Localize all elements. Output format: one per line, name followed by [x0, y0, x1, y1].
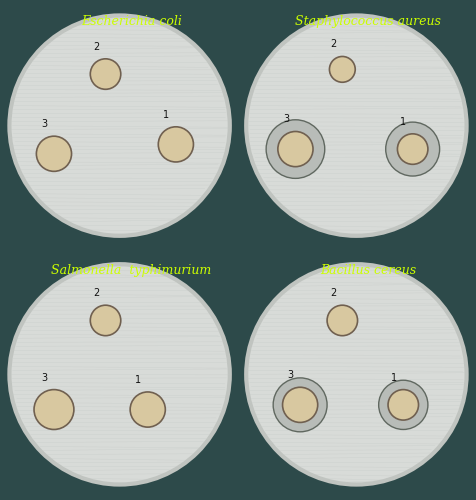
Circle shape	[266, 120, 325, 178]
Text: 3: 3	[41, 372, 48, 382]
Text: 1: 1	[400, 117, 407, 127]
Circle shape	[388, 390, 418, 420]
Circle shape	[329, 56, 355, 82]
Text: 2: 2	[330, 40, 336, 50]
Text: 2: 2	[330, 288, 336, 298]
Circle shape	[379, 380, 428, 430]
Text: 2: 2	[93, 42, 99, 52]
Circle shape	[246, 264, 466, 484]
Circle shape	[159, 127, 193, 162]
Circle shape	[283, 388, 317, 422]
Circle shape	[386, 122, 440, 176]
Circle shape	[397, 134, 428, 164]
Text: 3: 3	[283, 114, 289, 124]
Text: Bacillus cereus: Bacillus cereus	[320, 264, 416, 277]
Circle shape	[246, 16, 466, 236]
Text: Escherichia coli: Escherichia coli	[81, 16, 182, 28]
Circle shape	[273, 378, 327, 432]
Circle shape	[90, 305, 121, 336]
Circle shape	[10, 16, 230, 236]
Text: 3: 3	[41, 119, 48, 129]
Circle shape	[130, 392, 165, 427]
Circle shape	[90, 59, 121, 90]
Circle shape	[327, 305, 357, 336]
Text: 1: 1	[163, 110, 169, 120]
Circle shape	[36, 136, 71, 172]
Text: 1: 1	[391, 372, 397, 382]
Circle shape	[278, 132, 313, 166]
Text: Staphylococcus aureus: Staphylococcus aureus	[295, 16, 441, 28]
Text: 3: 3	[288, 370, 294, 380]
Circle shape	[10, 264, 230, 484]
Circle shape	[34, 390, 74, 430]
Text: 1: 1	[135, 375, 141, 385]
Text: 2: 2	[93, 288, 99, 298]
Text: Salmonella  typhimurium: Salmonella typhimurium	[51, 264, 211, 277]
